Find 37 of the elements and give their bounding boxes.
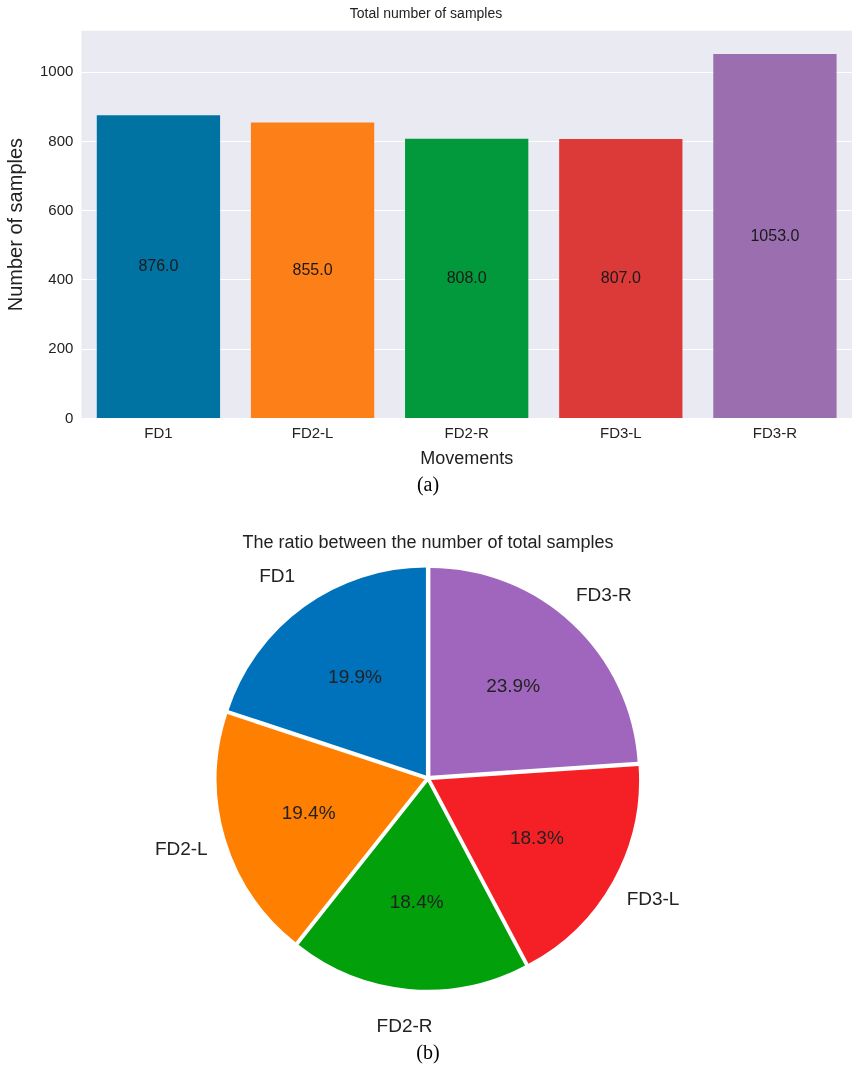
x-tick-label: FD3-L <box>599 423 642 441</box>
data-label: 18.4% <box>389 890 444 912</box>
data-label: 19.9% <box>328 665 383 687</box>
x-tick-label: FD3-R <box>752 423 798 441</box>
x-tick-label: FD2-L <box>291 423 334 441</box>
slice-label: FD1 <box>259 564 296 586</box>
data-label: 19.4% <box>281 802 336 824</box>
chart-title: The ratio between the number of total samples <box>242 531 614 552</box>
bar <box>559 139 683 418</box>
slice-label: FD3-R <box>575 584 632 606</box>
slice-label: FD3-L <box>626 887 680 909</box>
y-tick-label: 1000 <box>39 62 74 80</box>
bar <box>713 53 837 418</box>
bar <box>250 122 375 418</box>
x-tick-label: FD2-R <box>444 423 489 441</box>
y-tick-label: 600 <box>48 200 74 218</box>
text: (a) <box>415 472 441 498</box>
y-tick-label: 400 <box>48 270 74 288</box>
y-tick-label: 200 <box>48 339 74 357</box>
data-label: 855.0 <box>292 260 333 278</box>
data-label: 1053.0 <box>750 226 800 244</box>
data-label: 18.3% <box>509 827 564 849</box>
y-tick-label: 0 <box>65 408 74 426</box>
y-tick-label: 800 <box>48 131 74 149</box>
bar <box>405 138 529 418</box>
slice-label: FD2-R <box>376 1014 433 1036</box>
data-label: 876.0 <box>138 257 179 275</box>
x-axis-title: Movements <box>420 448 514 469</box>
slice-label: FD2-L <box>154 838 208 860</box>
y-axis-title: Number of samples <box>3 137 26 312</box>
data-label: 807.0 <box>600 269 641 287</box>
text: (b) <box>415 1040 441 1065</box>
x-tick-label: FD1 <box>144 423 173 441</box>
chart-title: Total number of samples <box>349 5 503 22</box>
data-label: 808.0 <box>446 268 487 286</box>
bar <box>96 115 221 418</box>
data-label: 23.9% <box>486 675 541 697</box>
